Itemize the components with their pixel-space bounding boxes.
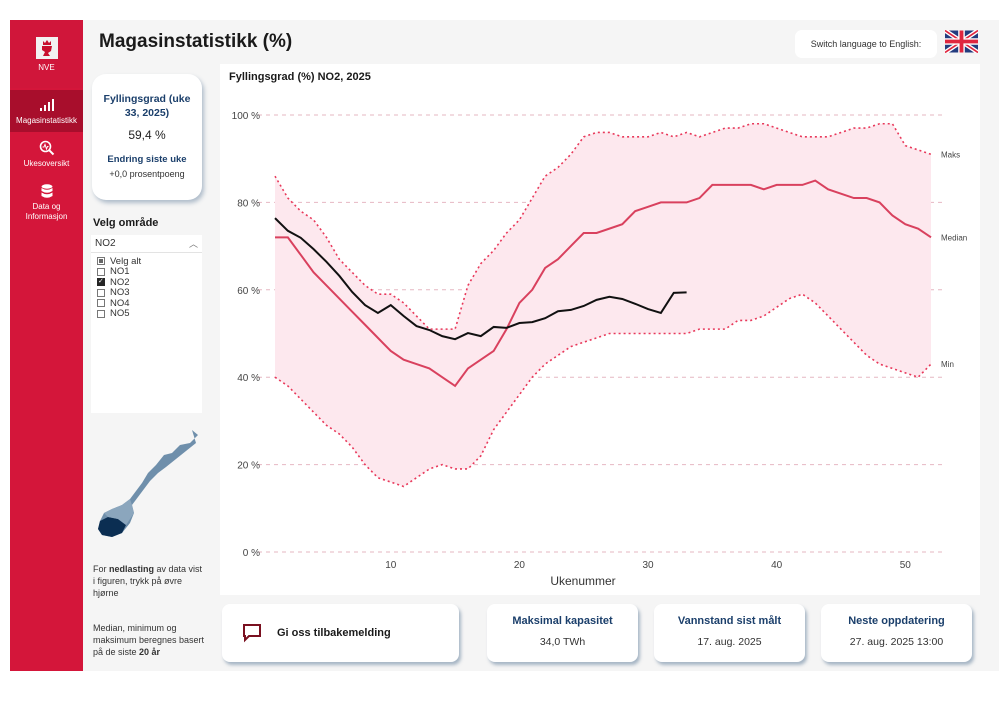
norway-region-map[interactable] [92, 425, 200, 550]
chart-panel: Fyllingsgrad (%) NO2, 2025 0 % 20 % 40 % 60… [220, 64, 980, 595]
sidebar-item-magasinstatistikk[interactable]: Magasinstatistikk [10, 90, 83, 132]
fyllingsgrad-kpi-card: Fyllingsgrad (uke 33, 2025) 59,4 % Endri… [92, 74, 202, 200]
sidebar-item-data-og-informasjon[interactable]: Data og Informasjon [10, 183, 83, 228]
x-tick-label: 20 [514, 560, 526, 571]
kpi-change-value: +0,0 prosentpoeng [109, 169, 185, 179]
speech-bubble-icon [243, 624, 261, 643]
area-selector-value: NO2 [95, 238, 116, 249]
sidebar-item-label: Data og Informasjon [25, 202, 68, 221]
kpi-change-title: Endring siste uke [107, 154, 187, 165]
switch-language-button[interactable]: Switch language to English: [795, 30, 937, 58]
area-selector-dropdown[interactable]: NO2 ︿ [91, 235, 202, 253]
note-text: Median, minimum og maksimum beregnes bas… [93, 623, 205, 657]
note-bold: nedlasting [109, 564, 155, 574]
checkbox-checked-icon[interactable] [97, 277, 105, 287]
y-tick-label: 40 % [237, 373, 260, 384]
measured-card: Vannstand sist målt 17. aug. 2025 [654, 604, 805, 662]
measured-title: Vannstand sist målt [677, 615, 782, 627]
area-selector: NO2 ︿ Velg alt NO1 NO2 NO3 NO4 NO5 [91, 235, 202, 413]
option-no3[interactable]: NO3 [97, 287, 196, 299]
series-maks-line [274, 122, 932, 330]
end-label-median: Median [941, 233, 967, 242]
uk-flag-icon[interactable] [943, 28, 980, 55]
x-tick-label: 10 [385, 560, 397, 571]
chart-title: Fyllingsgrad (%) NO2, 2025 [229, 71, 371, 83]
end-label-max: Maks [941, 150, 960, 159]
option-no2[interactable]: NO2 [97, 277, 196, 288]
option-label: NO1 [110, 266, 130, 278]
option-label: Velg alt [110, 255, 142, 267]
series-min-line [274, 293, 932, 488]
next-update-value: 27. aug. 2025 13:00 [849, 636, 944, 648]
area-selector-label: Velg område [93, 217, 159, 229]
fyllingsgrad-chart[interactable]: 0 % 20 % 40 % 60 % 80 % 100 % 10 20 30 40 50 Ukenum… [220, 64, 980, 595]
capacity-card: Maksimal kapasitet 34,0 TWh [487, 604, 638, 662]
capacity-title: Maksimal kapasitet [512, 615, 613, 627]
kpi-value: 59,4 % [128, 128, 166, 142]
y-tick-label: 20 % [237, 461, 260, 472]
sidebar-item-label: Magasinstatistikk [16, 116, 77, 125]
x-tick-label: 30 [642, 560, 654, 571]
sidebar-item-label: Ukesoversikt [23, 159, 70, 168]
y-tick-label: 100 % [232, 111, 260, 122]
end-label-min: Min [941, 360, 954, 369]
checkbox-icon[interactable] [97, 309, 105, 318]
nve-logo[interactable]: NVE [10, 20, 83, 88]
magnifier-chart-icon [39, 140, 55, 156]
option-label: NO3 [110, 287, 130, 299]
logo-text: NVE [38, 62, 55, 72]
next-update-card: Neste oppdatering 27. aug. 2025 13:00 [821, 604, 972, 662]
bar-signal-icon [39, 97, 55, 113]
feedback-button[interactable]: Gi oss tilbakemelding [222, 604, 459, 662]
checkbox-partial-icon[interactable] [97, 257, 105, 266]
option-velg-alt[interactable]: Velg alt [97, 256, 196, 267]
measured-value: 17. aug. 2025 [697, 636, 762, 648]
database-icon [39, 183, 55, 199]
series-median-line [275, 179, 932, 388]
x-tick-label: 50 [900, 560, 912, 571]
next-update-title: Neste oppdatering [848, 615, 945, 627]
note-bold: 20 år [139, 647, 161, 657]
y-tick-label: 60 % [237, 286, 260, 297]
sidebar: NVE Magasinstatistikk Ukesoversikt Data … [10, 20, 83, 671]
series-2025-line [274, 217, 687, 341]
option-no5[interactable]: NO5 [97, 308, 196, 320]
sidebar-item-ukesoversikt[interactable]: Ukesoversikt [10, 140, 83, 180]
page-title: Magasinstatistikk (%) [99, 31, 293, 52]
option-label: NO2 [110, 276, 130, 288]
checkbox-icon[interactable] [97, 299, 105, 308]
note-text: For [93, 564, 110, 574]
option-label: NO5 [110, 308, 130, 320]
option-no4[interactable]: NO4 [97, 298, 196, 309]
capacity-value: 34,0 TWh [539, 636, 586, 648]
download-note: For nedlasting av data vist i figuren, t… [93, 563, 205, 599]
note-text: av data vist i figuren, trykk på øvre hj… [93, 564, 203, 598]
checkbox-icon[interactable] [97, 267, 105, 276]
x-tick-label: 40 [771, 560, 783, 571]
min-max-band [275, 123, 931, 487]
kpi-title: Fyllingsgrad (uke 33, 2025) [103, 93, 191, 119]
basis-note: Median, minimum og maksimum beregnes bas… [93, 622, 205, 658]
y-tick-label: 80 % [237, 198, 260, 209]
y-tick-label: 0 % [243, 548, 260, 559]
chevron-up-icon[interactable]: ︿ [188, 239, 198, 249]
nve-emblem-icon [35, 36, 58, 59]
feedback-label: Gi oss tilbakemelding [277, 627, 391, 639]
option-no1[interactable]: NO1 [97, 266, 196, 278]
x-axis-label: Ukenummer [550, 574, 615, 588]
checkbox-icon[interactable] [97, 288, 105, 297]
option-label: NO4 [110, 297, 130, 309]
